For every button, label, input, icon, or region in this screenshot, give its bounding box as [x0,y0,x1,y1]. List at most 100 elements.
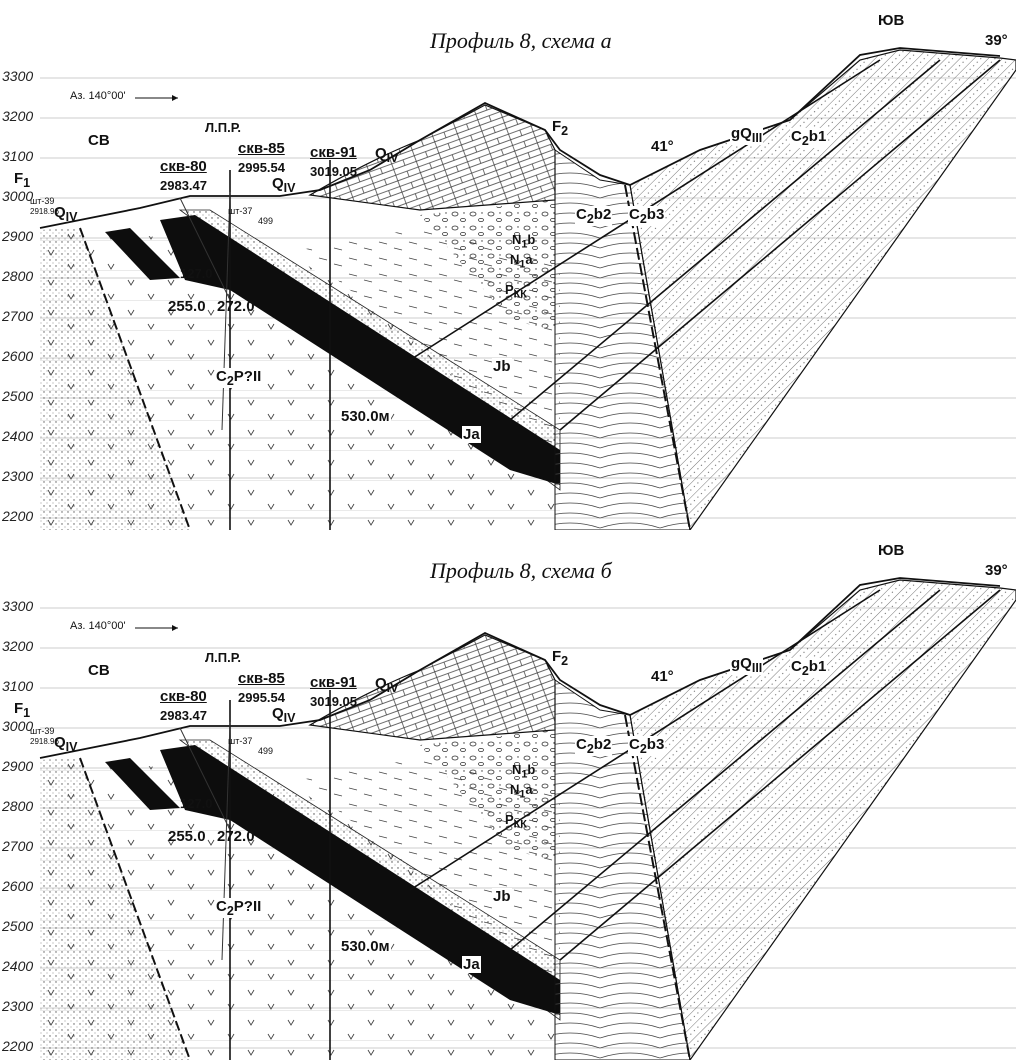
ja-label: Ja [462,426,481,443]
black-ore-body-2 [160,745,560,1015]
profile-title: Профиль 8, схема а [430,28,612,53]
right-hatched-block [629,49,1016,530]
azimuth-arrowhead [172,95,178,101]
gq-label: gQIII [730,125,764,145]
c2b3-label: C2b3 [628,736,666,756]
gq-label: gQIII [730,655,764,675]
well-85-name: скв-85 [238,670,285,687]
dip-angle-mid: 41° [650,668,675,685]
y-tick-2900: 2900 [2,228,34,244]
adit-37-name: шт-37 [228,206,253,216]
y-tick-2500: 2500 [2,388,34,404]
lpr-label: Л.П.Р. [205,650,242,665]
profile-a: Профиль 8, схема а 3300 3200 3100 3000 2… [0,0,1016,530]
c2p-label: C2P?II [215,898,263,918]
conglomerate-unit [420,200,555,330]
c2b2-label: C2b2 [575,736,613,756]
profile-b: Профиль 8, схема б 3300 3200 3100 3000 2… [0,530,1016,1060]
pkk-label: PКК [505,282,527,301]
ground-surface [39,577,1001,759]
well-91-name: скв-91 [310,674,357,691]
black-ore-body-1 [105,228,180,280]
fault-f1-zone [40,228,190,530]
y-tick-2200: 2200 [2,508,34,524]
direction-se: ЮВ [878,542,905,559]
fault-f2-line [624,714,691,1060]
n1b-label: N1b [512,232,536,251]
depth-530: 530.0м [340,408,391,425]
fault-f1-line [79,227,191,530]
n1a-label: N1a [510,782,533,801]
depth-127: 127.0 [180,796,213,811]
ground-surface [39,47,1001,229]
n1a-label: N1a [510,252,533,271]
carbonate-block [308,634,556,741]
well-80-elevation: 2983.47 [160,708,207,723]
azimuth-label: Аз. 140°00' [70,90,126,102]
fault-f2-line [624,184,691,530]
q-label-mid: QIV [272,175,296,195]
lpr-label: Л.П.Р. [205,120,242,135]
fault-f1-label: F1 [14,170,31,190]
jb-label: Jb [492,888,512,905]
adit-39-elevation: 2918.96 [30,737,59,746]
y-tick-3100: 3100 [2,148,34,164]
well-85-elevation: 2995.54 [238,690,285,705]
carbonate-block [308,104,556,211]
well-91-name: скв-91 [310,144,357,161]
y-tick-2300: 2300 [2,998,34,1014]
c2b3-label: C2b3 [628,206,666,226]
y-tick-2700: 2700 [2,308,34,324]
y-tick-3300: 3300 [2,68,34,84]
adit-37-name: шт-37 [228,736,253,746]
fault-f1-label: F1 [14,700,31,720]
well-91-elevation: 3019.05 [310,694,357,709]
y-tick-2700: 2700 [2,838,34,854]
c2b2-label: C2b2 [575,206,613,226]
well-lines [179,721,231,961]
black-ore-body-1 [105,758,180,810]
azimuth-arrowhead [172,625,178,631]
basement-volcanic-unit [40,228,560,530]
y-tick-2800: 2800 [2,268,34,284]
adit-37-elevation: 499 [258,216,274,226]
y-tick-3300: 3300 [2,598,34,614]
y-tick-2400: 2400 [2,428,34,444]
fault-f2-label: F2 [552,118,569,138]
azimuth-label: Аз. 140°00' [70,620,126,632]
c2b1-label: C2b1 [790,128,828,148]
well-91-elevation: 3019.05 [310,164,357,179]
depth-530: 530.0м [340,938,391,955]
adit-39-elevation: 2918.96 [30,207,59,216]
c2p-label: C2P?II [215,368,263,388]
dip-angle-mid: 41° [650,138,675,155]
adit-37-elevation: 499 [258,746,274,756]
depth-272: 272.0 [217,828,255,845]
black-ore-body-2 [160,215,560,485]
basement-volcanic-unit [40,758,560,1060]
q-label-top: QIV [375,145,399,165]
well-80-name: скв-80 [160,158,207,175]
well-85-name: скв-85 [238,140,285,157]
y-tick-2300: 2300 [2,468,34,484]
c2b1-label: C2b1 [790,658,828,678]
q-label-mid: QIV [272,705,296,725]
adit-39-name: шт-39 [30,726,55,736]
depth-255: 255.0 [168,828,206,845]
y-tick-2600: 2600 [2,348,34,364]
q-label-left: QIV [54,734,78,754]
fault-f2-label: F2 [552,648,569,668]
well-80-name: скв-80 [160,688,207,705]
direction-ne: СВ [88,662,110,679]
y-tick-3000: 3000 [2,188,34,204]
y-tick-3100: 3100 [2,678,34,694]
y-tick-3000: 3000 [2,718,34,734]
well-lines [179,191,231,431]
ja-label: Ja [462,956,481,973]
fault-f1-line [79,757,191,1060]
dip-angle-right: 39° [985,32,1008,49]
well-80-elevation: 2983.47 [160,178,207,193]
depth-127: 127.0 [180,266,213,281]
q-label-left: QIV [54,204,78,224]
n1b-label: N1b [512,762,536,781]
